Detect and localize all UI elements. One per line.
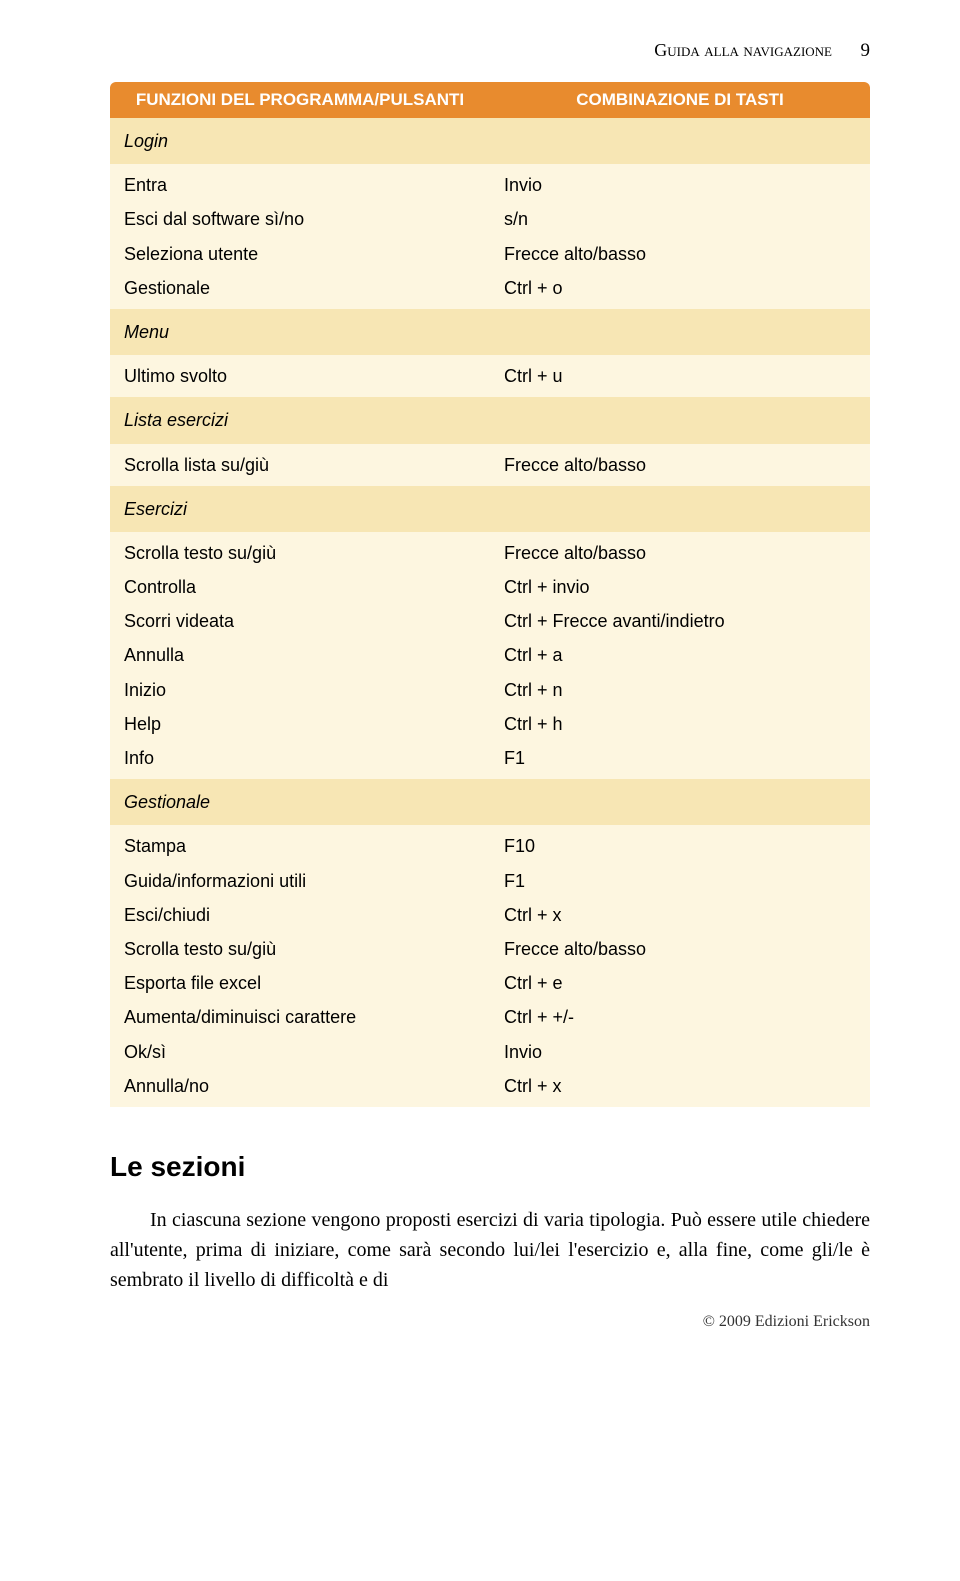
list-item: F10: [504, 829, 856, 863]
list-item: Scorri videata: [124, 604, 476, 638]
table-row: Scrolla testo su/giù Controlla Scorri vi…: [110, 532, 870, 779]
table-header-row: FUNZIONI DEL PROGRAMMA/PULSANTI COMBINAZ…: [110, 82, 870, 118]
list-item: Frecce alto/basso: [504, 536, 856, 570]
list-item: Gestionale: [124, 271, 476, 305]
list-item: Ultimo svolto: [124, 359, 476, 393]
list-item: Ctrl + h: [504, 707, 856, 741]
list-item: Ctrl + invio: [504, 570, 856, 604]
keyboard-shortcut-table: FUNZIONI DEL PROGRAMMA/PULSANTI COMBINAZ…: [110, 82, 870, 1107]
page: Guida alla navigazione 9 FUNZIONI DEL PR…: [0, 0, 960, 1361]
table-row: Stampa Guida/informazioni utili Esci/chi…: [110, 825, 870, 1107]
section-label: Gestionale: [110, 779, 870, 825]
list-item: Help: [124, 707, 476, 741]
list-item: Seleziona utente: [124, 237, 476, 271]
list-item: Ctrl + u: [504, 359, 856, 393]
cell-keys: Invio s/n Frecce alto/basso Ctrl + o: [490, 164, 870, 309]
section-login: Login: [110, 118, 870, 164]
cell-functions: Ultimo svolto: [110, 355, 490, 397]
section-heading: Le sezioni: [110, 1151, 870, 1183]
cell-functions: Scrolla lista su/giù: [110, 444, 490, 486]
list-item: Stampa: [124, 829, 476, 863]
list-item: Ctrl + +/-: [504, 1000, 856, 1034]
copyright-footer: © 2009 Edizioni Erickson: [110, 1313, 870, 1331]
table-header-right: COMBINAZIONE DI TASTI: [490, 82, 870, 118]
list-item: Frecce alto/basso: [504, 932, 856, 966]
section-lista-esercizi: Lista esercizi: [110, 397, 870, 443]
list-item: Invio: [504, 1035, 856, 1069]
section-label: Lista esercizi: [110, 397, 870, 443]
list-item: Ctrl + o: [504, 271, 856, 305]
list-item: s/n: [504, 202, 856, 236]
list-item: Ctrl + Frecce avanti/indietro: [504, 604, 856, 638]
cell-functions: Stampa Guida/informazioni utili Esci/chi…: [110, 825, 490, 1107]
list-item: Frecce alto/basso: [504, 237, 856, 271]
list-item: F1: [504, 864, 856, 898]
list-item: F1: [504, 741, 856, 775]
table-row: Entra Esci dal software sì/no Seleziona …: [110, 164, 870, 309]
list-item: Entra: [124, 168, 476, 202]
cell-keys: Frecce alto/basso: [490, 444, 870, 486]
list-item: Scrolla lista su/giù: [124, 448, 476, 482]
section-label: Menu: [110, 309, 870, 355]
list-item: Ctrl + x: [504, 1069, 856, 1103]
list-item: Invio: [504, 168, 856, 202]
table-row: Ultimo svolto Ctrl + u: [110, 355, 870, 397]
list-item: Frecce alto/basso: [504, 448, 856, 482]
body-paragraph: In ciascuna sezione vengono proposti ese…: [110, 1205, 870, 1295]
list-item: Scrolla testo su/giù: [124, 932, 476, 966]
cell-keys: F10 F1 Ctrl + x Frecce alto/basso Ctrl +…: [490, 825, 870, 1107]
list-item: Ok/sì: [124, 1035, 476, 1069]
section-label: Login: [110, 118, 870, 164]
table-header-left: FUNZIONI DEL PROGRAMMA/PULSANTI: [110, 82, 490, 118]
list-item: Ctrl + n: [504, 673, 856, 707]
list-item: Controlla: [124, 570, 476, 604]
list-item: Esci dal software sì/no: [124, 202, 476, 236]
page-number: 9: [861, 40, 871, 62]
list-item: Scrolla testo su/giù: [124, 536, 476, 570]
cell-keys: Ctrl + u: [490, 355, 870, 397]
list-item: Ctrl + e: [504, 966, 856, 1000]
table-row: Scrolla lista su/giù Frecce alto/basso: [110, 444, 870, 486]
list-item: Ctrl + a: [504, 638, 856, 672]
list-item: Esporta file excel: [124, 966, 476, 1000]
section-menu: Menu: [110, 309, 870, 355]
list-item: Aumenta/diminuisci carattere: [124, 1000, 476, 1034]
running-header: Guida alla navigazione 9: [110, 40, 870, 62]
list-item: Guida/informazioni utili: [124, 864, 476, 898]
list-item: Inizio: [124, 673, 476, 707]
section-esercizi: Esercizi: [110, 486, 870, 532]
cell-functions: Entra Esci dal software sì/no Seleziona …: [110, 164, 490, 309]
list-item: Annulla/no: [124, 1069, 476, 1103]
section-label: Esercizi: [110, 486, 870, 532]
list-item: Annulla: [124, 638, 476, 672]
list-item: Info: [124, 741, 476, 775]
cell-keys: Frecce alto/basso Ctrl + invio Ctrl + Fr…: [490, 532, 870, 779]
cell-functions: Scrolla testo su/giù Controlla Scorri vi…: [110, 532, 490, 779]
section-gestionale: Gestionale: [110, 779, 870, 825]
list-item: Ctrl + x: [504, 898, 856, 932]
list-item: Esci/chiudi: [124, 898, 476, 932]
running-title: Guida alla navigazione: [654, 40, 832, 60]
